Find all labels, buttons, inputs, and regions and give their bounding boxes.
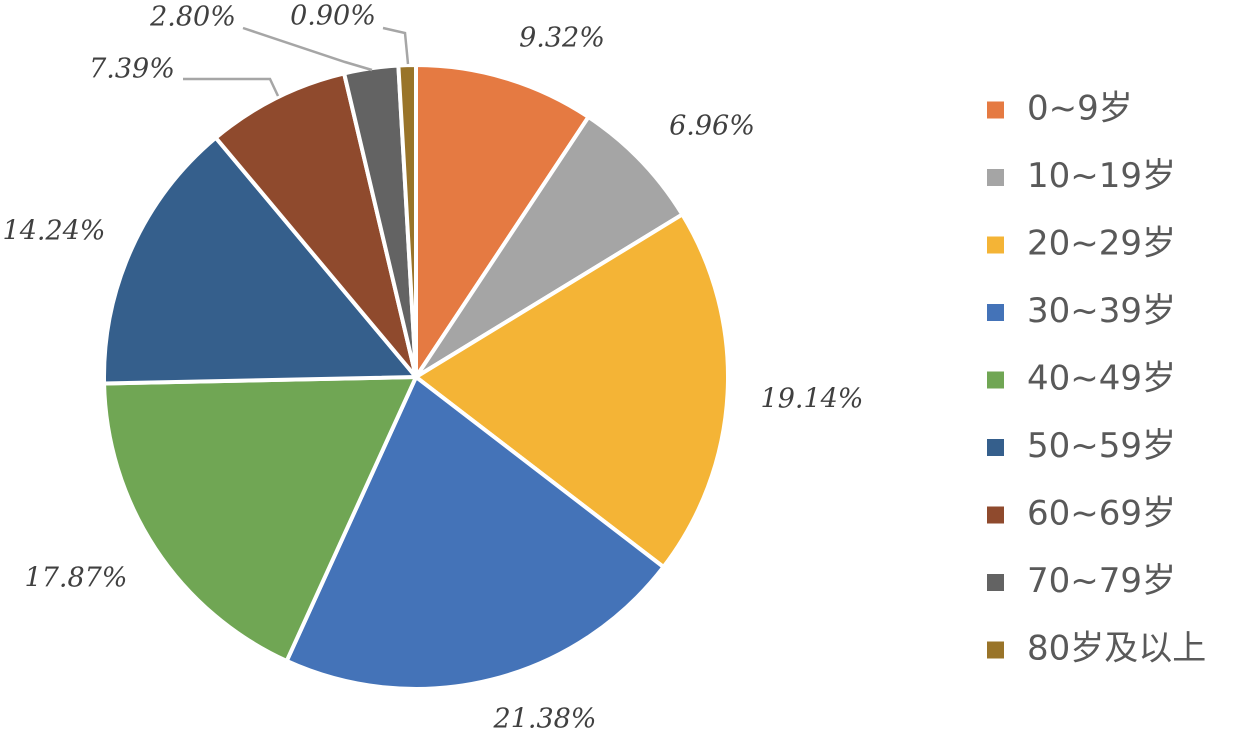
legend-swatch-6 [987, 439, 1004, 456]
data-label-3: 19.14% [761, 384, 864, 415]
pie-slice-5 [102, 375, 418, 663]
leader-line-9 [382, 26, 410, 65]
pie-slice-9 [396, 63, 418, 379]
legend-label-6: 50~59岁 [1027, 426, 1176, 466]
pie-slices [102, 63, 730, 691]
pie-slice-6 [102, 135, 418, 386]
data-label-9: 0.90% [290, 1, 376, 32]
data-label-6: 14.24% [3, 216, 106, 247]
legend-swatch-5 [987, 371, 1004, 389]
pie-slice-2 [414, 114, 685, 379]
data-label-2: 6.96% [669, 111, 755, 142]
data-label-5: 17.87% [25, 563, 128, 594]
legend-swatch-9 [987, 641, 1004, 659]
legend-label-5: 40~49岁 [1027, 359, 1176, 399]
data-label-7: 7.39% [89, 54, 175, 85]
data-label-4: 21.38% [493, 704, 597, 735]
legend-label-8: 70~79岁 [1027, 561, 1176, 601]
data-label-1: 9.32% [519, 23, 605, 54]
legend-label-2: 10~19岁 [1027, 156, 1176, 196]
legend-swatch-7 [987, 506, 1004, 524]
legend: 0~9岁 10~19岁 20~29岁 30~39岁 40~49岁 50~59岁 60~69岁… [987, 89, 1206, 669]
legend-swatch-3 [987, 236, 1004, 254]
pie-slice-3 [414, 212, 730, 569]
leader-lines [183, 26, 410, 97]
legend-label-7: 60~69岁 [1027, 494, 1176, 534]
leader-line-7 [183, 77, 280, 97]
legend-label-4: 30~39岁 [1027, 291, 1176, 331]
legend-swatch-8 [987, 574, 1004, 591]
pie-slice-7 [213, 71, 418, 379]
legend-swatch-1 [987, 101, 1004, 119]
legend-swatch-2 [987, 169, 1004, 186]
data-labels: 9.32% 6.96% 19.14% 21.38% 17.87% 14.24% 7.39% 2… [3, 1, 864, 735]
data-label-8: 2.80% [149, 2, 236, 33]
legend-label-1: 0~9岁 [1027, 89, 1133, 129]
leader-line-8 [242, 26, 373, 72]
legend-label-3: 20~29岁 [1027, 224, 1176, 264]
pie-slice-1 [414, 63, 591, 379]
legend-swatch-4 [987, 304, 1004, 321]
legend-label-9: 80岁及以上 [1027, 629, 1206, 669]
